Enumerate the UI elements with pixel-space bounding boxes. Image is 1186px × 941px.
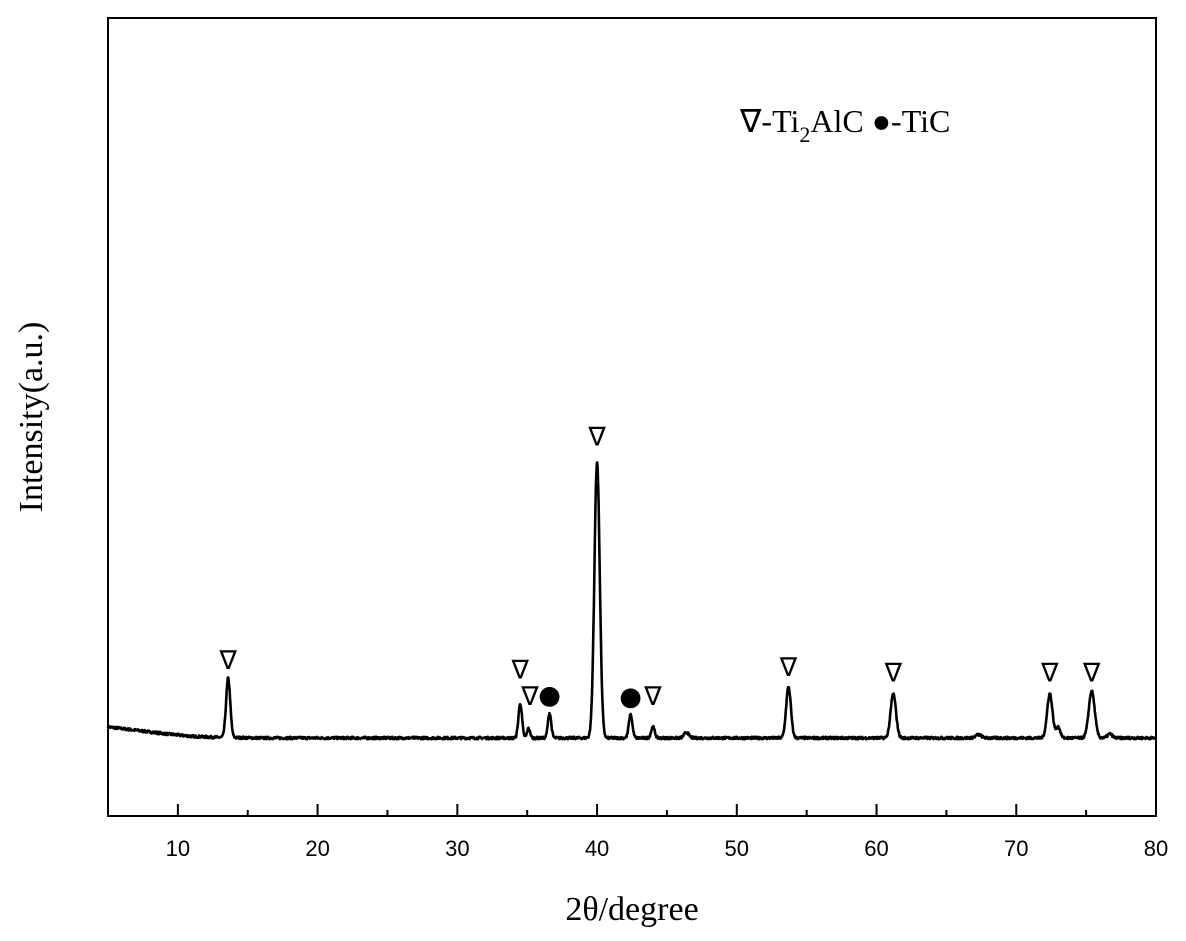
legend-subscript: 2 xyxy=(799,122,810,147)
x-axis-ticks xyxy=(108,804,1156,816)
ti2alc-peak-marker: ∇ xyxy=(218,646,237,676)
x-tick-label: 60 xyxy=(864,836,888,861)
legend-ti2alc-label-after: AlC xyxy=(810,103,871,139)
x-tick-label: 20 xyxy=(305,836,329,861)
x-tick-label: 10 xyxy=(166,836,190,861)
ti2alc-peak-marker: ∇ xyxy=(884,658,903,688)
x-tick-label: 70 xyxy=(1004,836,1028,861)
legend-tic-label: ●-TiC xyxy=(872,103,951,139)
legend-ti2alc-label: ∇-Ti xyxy=(739,103,799,139)
ti2alc-peak-marker: ∇ xyxy=(643,682,662,712)
x-tick-label: 30 xyxy=(445,836,469,861)
x-tick-label: 40 xyxy=(585,836,609,861)
ti2alc-peak-marker: ∇ xyxy=(779,653,798,683)
ti2alc-peak-marker: ∇ xyxy=(1040,658,1059,688)
peak-annotations: ∇∇∇●∇●∇∇∇∇∇ xyxy=(218,422,1101,711)
x-tick-label: 50 xyxy=(725,836,749,861)
ti2alc-peak-marker: ∇ xyxy=(587,422,606,452)
y-axis-title: Intensity(a.u.) xyxy=(13,322,50,513)
legend: ∇-Ti2AlC ●-TiC xyxy=(739,103,950,147)
x-axis-tick-labels: 10 20 30 40 50 60 70 80 xyxy=(166,836,1169,861)
tic-peak-marker: ● xyxy=(538,681,561,711)
x-tick-label: 80 xyxy=(1144,836,1168,861)
ti2alc-peak-marker: ∇ xyxy=(1082,658,1101,688)
tic-peak-marker: ● xyxy=(619,682,642,712)
legend-text: ∇-Ti2AlC ●-TiC xyxy=(739,103,950,147)
ti2alc-peak-marker: ∇ xyxy=(520,682,539,712)
x-axis-title: 2θ/degree xyxy=(565,891,698,928)
